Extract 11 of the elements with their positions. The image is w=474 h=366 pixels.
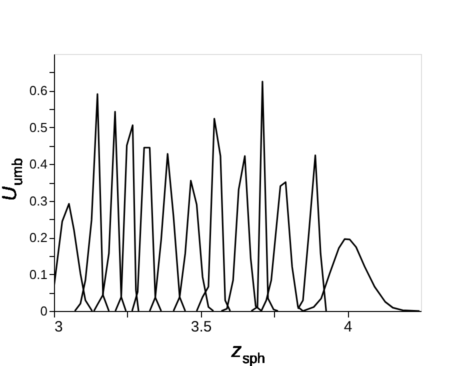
y-tick-label: 0.2 [29, 230, 48, 246]
x-tick-label: 3.5 [190, 318, 212, 336]
x-tick-label: 4 [344, 318, 352, 336]
y-tick-label: 0.3 [29, 193, 48, 208]
y-tick-label: 0.1 [29, 266, 48, 282]
y-tick-label: 0.5 [29, 120, 48, 135]
y-tick-label: 0.4 [29, 156, 48, 172]
y-tick-label: 0 [40, 304, 48, 318]
y-axis-title: Uumb [0, 158, 25, 201]
y-tick-label: 0.6 [29, 83, 48, 98]
x-tick-label: 3 [54, 318, 63, 336]
